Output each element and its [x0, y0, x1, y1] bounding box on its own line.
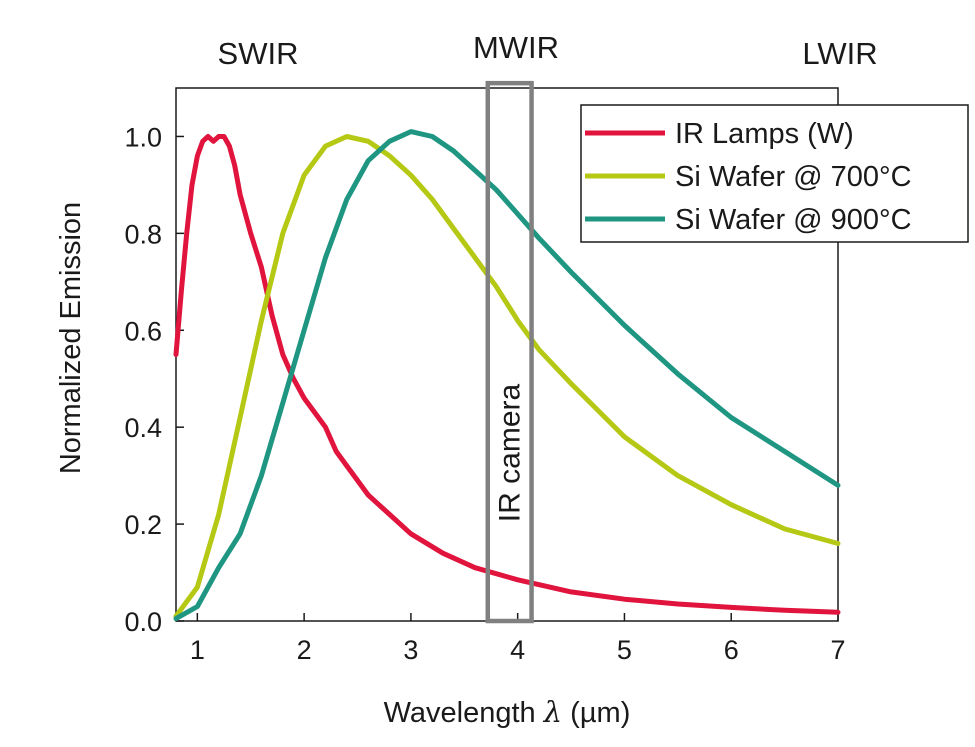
- x-tick-label: 2: [297, 635, 312, 665]
- axis-ticks: 1 2 3 4 5 6 7 0.0 0.2 0.4 0.6 0.8 1.0: [124, 122, 845, 665]
- x-tick-label: 1: [190, 635, 205, 665]
- x-tick-label: 6: [724, 635, 739, 665]
- series-line-1: [173, 134, 841, 615]
- x-tick-label: 3: [403, 635, 418, 665]
- ir-camera-label: IR camera: [494, 384, 527, 523]
- series-line-2: [173, 134, 841, 619]
- y-tick-label: 0.0: [124, 607, 162, 637]
- region-label-lwir: LWIR: [802, 36, 877, 71]
- x-tick-label: 4: [510, 635, 525, 665]
- y-tick-label: 0.4: [124, 413, 162, 443]
- x-tick-label: 7: [830, 635, 845, 665]
- legend-label-3: Si Wafer @ 900°C: [675, 204, 912, 236]
- x-axis-title-symbol: λ: [543, 695, 562, 729]
- legend: IR Lamps (W) Si Wafer @ 700°C Si Wafer @ 9…: [580, 104, 969, 243]
- ir-camera-box: [485, 80, 534, 624]
- series-lines: [173, 129, 841, 622]
- y-tick-label: 1.0: [124, 122, 162, 152]
- legend-label-2: Si Wafer @ 700°C: [675, 161, 912, 193]
- y-tick-label: 0.2: [124, 510, 162, 540]
- region-label-swir: SWIR: [218, 36, 299, 71]
- x-axis-title-main: Wavelength: [384, 697, 544, 729]
- x-tick-label: 5: [617, 635, 632, 665]
- y-tick-label: 0.8: [124, 219, 162, 249]
- legend-label-1: IR Lamps (W): [675, 118, 854, 150]
- y-axis-title: Normalized Emission: [55, 202, 87, 474]
- x-axis-title: Wavelength λ (µm): [384, 695, 631, 729]
- region-label-mwir: MWIR: [473, 30, 559, 65]
- x-axis-title-unit: (µm): [562, 697, 630, 729]
- series-line-3: [173, 129, 841, 622]
- y-tick-label: 0.6: [124, 316, 162, 346]
